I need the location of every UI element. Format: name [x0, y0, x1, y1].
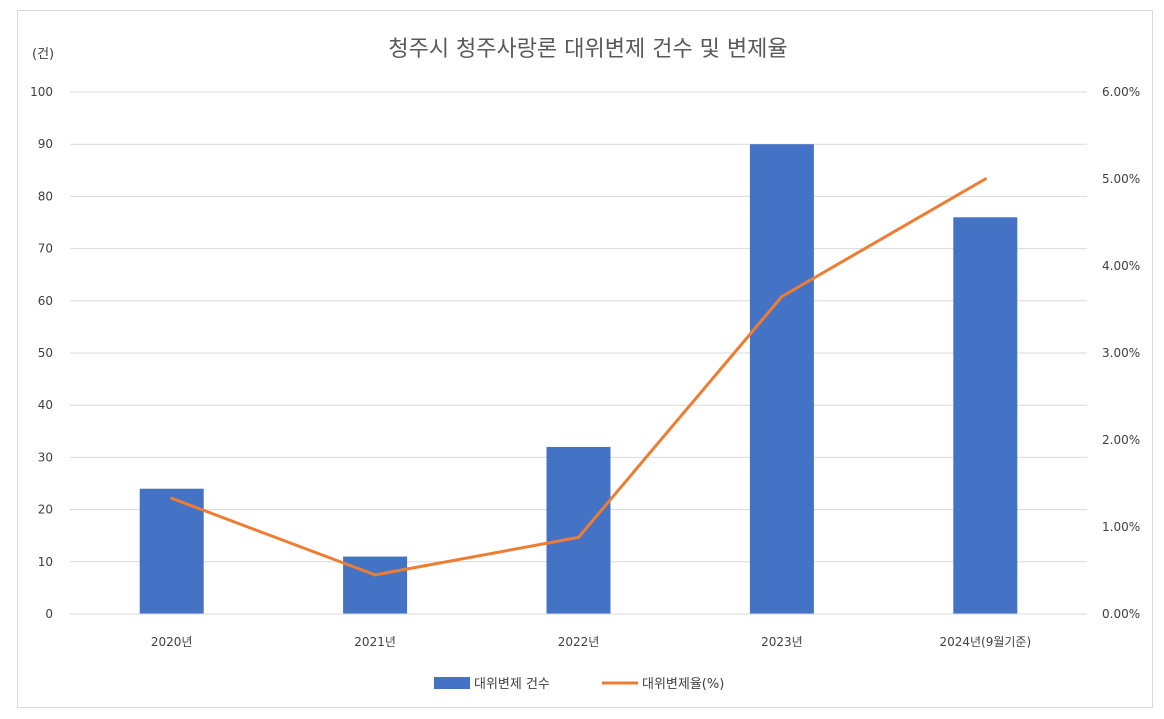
- y-tick-label-right: 2.00%: [1102, 433, 1140, 447]
- legend-swatch-bar: [434, 677, 470, 689]
- bar: [546, 446, 611, 614]
- x-tick-label: 2022년: [558, 635, 600, 649]
- y-tick-label-left: 0: [45, 607, 53, 621]
- y-tick-label-right: 5.00%: [1102, 172, 1140, 186]
- y-axis-right: 0.00% 1.00% 2.00% 3.00% 4.00% 5.00% 6.00%: [1102, 85, 1140, 621]
- bar: [749, 144, 814, 614]
- x-tick-label: 2024년(9월기준): [939, 635, 1031, 649]
- y-tick-label-left: 40: [38, 398, 53, 412]
- bar-series: [139, 144, 1018, 614]
- rate-point: [373, 573, 377, 577]
- y-axis-left: 0 10 20 30 40 50 60 70 80 90 100: [30, 85, 53, 621]
- y-tick-label-left: 70: [38, 242, 53, 256]
- y-tick-label-left: 100: [30, 85, 53, 99]
- y-tick-label-left: 30: [38, 450, 53, 464]
- bar: [139, 488, 204, 614]
- x-tick-label: 2023년: [761, 635, 803, 649]
- rate-point: [780, 294, 784, 298]
- rate-point: [577, 535, 580, 539]
- y-tick-label-left: 50: [38, 346, 53, 360]
- x-axis: 2020년 2021년 2022년 2023년 2024년(9월기준): [70, 613, 1087, 649]
- y-tick-label-right: 1.00%: [1102, 520, 1140, 534]
- y-tick-label-left: 10: [38, 555, 53, 569]
- y-tick-label-left: 90: [38, 137, 53, 151]
- y-tick-label-right: 3.00%: [1102, 346, 1140, 360]
- x-tick-label: 2020년: [151, 635, 193, 649]
- bar: [953, 217, 1018, 614]
- rate-point: [170, 496, 174, 500]
- legend: 대위변제 건수 대위변제율(%): [434, 677, 724, 692]
- line-series: [170, 177, 987, 577]
- y-tick-label-right: 0.00%: [1102, 607, 1140, 621]
- x-tick-label: 2021년: [354, 635, 396, 649]
- legend-label-line: 대위변제율(%): [642, 677, 724, 692]
- y-tick-label-right: 6.00%: [1102, 85, 1140, 99]
- y-axis-unit: (건): [32, 47, 54, 62]
- y-tick-label-left: 20: [38, 503, 53, 517]
- rate-point: [983, 177, 987, 181]
- legend-label-bar: 대위변제 건수: [474, 677, 550, 692]
- y-tick-label-right: 4.00%: [1102, 259, 1140, 273]
- y-tick-label-left: 80: [38, 189, 53, 203]
- chart-title: 청주시 청주사랑론 대위변제 건수 및 변제율: [388, 37, 787, 62]
- y-tick-label-left: 60: [38, 294, 53, 308]
